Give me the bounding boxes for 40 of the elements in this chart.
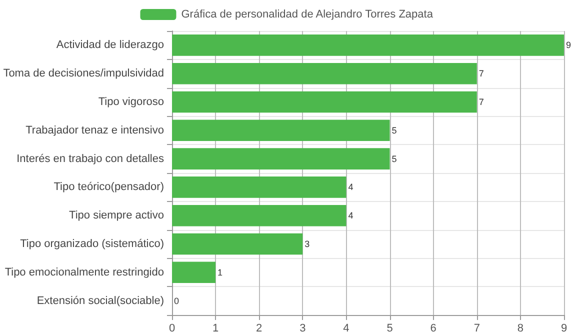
bar [172, 148, 390, 170]
y-tick-label: Toma de decisiones/impulsividad [3, 68, 164, 80]
data-label: 7 [478, 97, 484, 107]
x-tick-label: 6 [430, 322, 436, 334]
bar [172, 233, 303, 255]
y-tick-label: Tipo teórico(pensador) [54, 181, 164, 194]
data-label: 1 [218, 267, 223, 278]
x-tick-label: 4 [343, 322, 350, 334]
data-label: 0 [174, 296, 180, 306]
x-tick-label: 8 [517, 322, 524, 334]
bar [172, 120, 390, 142]
legend-label: Gráfica de personalidad de Alejandro Torres Zapata [181, 8, 434, 20]
data-label: 5 [392, 154, 397, 164]
data-label: 7 [478, 68, 484, 79]
x-tick-label: 7 [474, 322, 480, 334]
bar [172, 34, 564, 56]
y-tick-label: Trabajador tenaz e intensivo [26, 124, 164, 136]
data-label: 4 [348, 182, 354, 192]
data-label: 5 [392, 125, 397, 136]
y-tick-label: Tipo organizado (sistemático) [20, 238, 164, 250]
data-label: 3 [304, 239, 310, 249]
data-label: 4 [348, 210, 354, 221]
bar [172, 176, 346, 198]
data-label: 9 [566, 40, 572, 50]
y-tick-label: Extensión social(sociable) [36, 294, 164, 307]
x-tick-label: 9 [560, 322, 568, 334]
y-tick-label: Tipo vigoroso [98, 96, 164, 108]
x-tick-label: 3 [300, 322, 306, 334]
bar [172, 204, 346, 226]
bar [172, 262, 216, 284]
x-tick-label: 5 [386, 322, 393, 334]
y-tick-label: Tipo emocionalmente restringido [4, 266, 164, 278]
x-tick-label: 0 [168, 322, 176, 334]
bar [172, 91, 477, 113]
y-tick-label: Interés en trabajo con detalles [16, 152, 164, 165]
y-tick-label: Actividad de liderazgo [56, 39, 164, 52]
y-tick-label: Tipo siempre activo [69, 210, 164, 222]
x-tick-label: 2 [256, 322, 262, 334]
bar [172, 62, 477, 84]
x-tick-label: 1 [212, 322, 219, 334]
